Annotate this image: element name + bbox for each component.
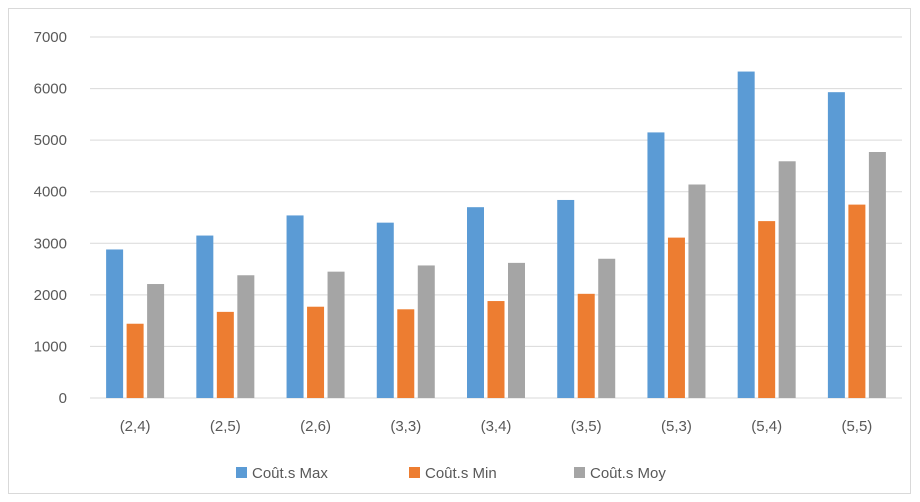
- bar-max: [647, 132, 665, 398]
- bars: [106, 71, 886, 398]
- bar-min: [487, 301, 505, 398]
- legend-swatch: [236, 467, 247, 478]
- bar-min: [758, 221, 776, 398]
- bar-moy: [327, 271, 345, 398]
- bar-min: [307, 306, 325, 398]
- bar-max: [827, 92, 845, 398]
- legend-label: Coût.s Moy: [590, 465, 666, 482]
- bar-moy: [868, 152, 886, 398]
- x-tick-label: (5,4): [751, 418, 782, 435]
- y-tick-label: 3000: [34, 235, 67, 252]
- bar-moy: [778, 161, 796, 398]
- bar-max: [106, 249, 124, 398]
- bar-moy: [688, 184, 706, 398]
- bar-max: [737, 71, 755, 398]
- legend-label: Coût.s Max: [252, 465, 328, 482]
- x-tick-label: (2,4): [120, 418, 151, 435]
- legend-label: Coût.s Min: [425, 465, 497, 482]
- legend-swatch: [574, 467, 585, 478]
- y-tick-label: 2000: [34, 287, 67, 304]
- y-tick-label: 7000: [34, 29, 67, 46]
- bar-moy: [598, 258, 616, 398]
- bar-max: [467, 207, 484, 398]
- bar-min: [216, 311, 234, 398]
- x-tick-label: (3,5): [571, 418, 602, 435]
- y-tick-label: 1000: [34, 338, 67, 355]
- bar-max: [557, 199, 575, 398]
- bar-moy: [417, 265, 435, 398]
- x-tick-label: (5,3): [661, 418, 692, 435]
- bar-min: [126, 323, 144, 398]
- x-tick-label: (3,3): [390, 418, 421, 435]
- y-tick-label: 4000: [34, 184, 67, 201]
- bar-moy: [147, 284, 165, 398]
- bar-min: [848, 204, 866, 398]
- bar-min: [397, 309, 415, 398]
- y-axis-ticks: 0 1000 2000 3000 4000 5000 6000 7000: [34, 29, 67, 407]
- x-tick-label: (2,5): [210, 418, 241, 435]
- bar-moy: [508, 262, 525, 398]
- bar-min: [667, 237, 685, 398]
- x-axis-ticks: (2,4) (2,5) (2,6) (3,3) (3,4) (3,5) (5,3) (5,4)…: [120, 418, 873, 435]
- y-tick-label: 5000: [34, 132, 67, 149]
- bar-max: [196, 235, 214, 398]
- bar-max: [376, 222, 394, 398]
- y-tick-label: 6000: [34, 81, 67, 98]
- legend: Coût.s Max Coût.s Min Coût.s Moy: [236, 465, 666, 482]
- legend-swatch: [409, 467, 420, 478]
- x-tick-label: (3,4): [481, 418, 512, 435]
- bar-moy: [237, 275, 255, 398]
- bar-max: [286, 215, 304, 398]
- x-tick-label: (2,6): [300, 418, 331, 435]
- bar-min: [577, 293, 595, 398]
- x-tick-label: (5,5): [841, 418, 872, 435]
- y-tick-label: 0: [59, 390, 67, 407]
